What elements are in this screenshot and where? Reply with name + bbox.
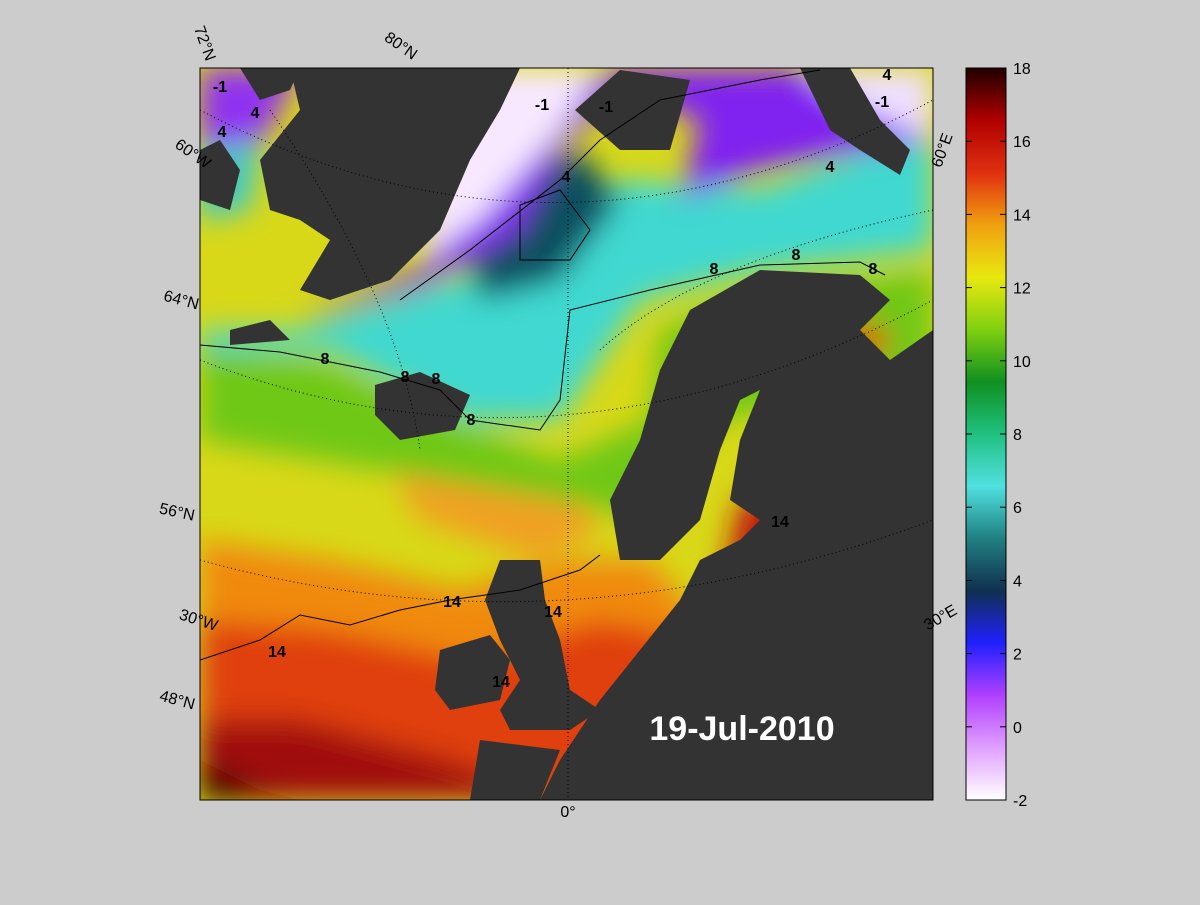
colorbar-tick-label: 2 <box>1013 647 1022 664</box>
colorbar-tick-label: 18 <box>1013 61 1031 78</box>
contour-label: 14 <box>771 514 789 531</box>
colorbar-tick-label: 14 <box>1013 207 1031 224</box>
contour-label: -1 <box>599 99 613 116</box>
contour-label: 4 <box>218 124 227 141</box>
map: 19-Jul-2010 -1 -1 -1 -1 4 4 4 4 4 8 8 8 8 8 8 8 14 14 14 14… <box>200 67 933 800</box>
map-frame <box>199 67 934 801</box>
contour-label: 4 <box>883 67 892 84</box>
colorbar-tick-label: 12 <box>1013 281 1031 298</box>
colorbar-tick-label: 6 <box>1013 500 1022 517</box>
grid-label: 72°N <box>190 24 218 63</box>
contour-label: 4 <box>562 169 571 186</box>
contour-label: 8 <box>321 351 330 368</box>
grid-label: 64°N <box>162 288 201 314</box>
contour-label: 8 <box>432 371 441 388</box>
colorbar-tick-label: 8 <box>1013 427 1022 444</box>
contour-label: 14 <box>268 644 286 661</box>
grid-label: 48°N <box>158 688 197 714</box>
contour-label: -1 <box>535 97 549 114</box>
grid-label: 0° <box>560 804 575 821</box>
graticule <box>200 68 933 800</box>
contour-label: -1 <box>213 79 227 96</box>
contour-label: 14 <box>544 604 562 621</box>
colorbar-tick-label: 16 <box>1013 134 1031 151</box>
contour-label: 14 <box>492 674 510 691</box>
contour-label: 4 <box>826 159 835 176</box>
contour-label: 4 <box>251 105 260 122</box>
colorbar-tick-label: 10 <box>1013 354 1031 371</box>
contour-label: 14 <box>443 594 461 611</box>
contour-label: 8 <box>869 261 878 278</box>
contour-label: 8 <box>467 412 476 429</box>
grid-label: 56°N <box>158 501 197 525</box>
contour-label: 8 <box>710 261 719 278</box>
contour-label: 8 <box>792 247 801 264</box>
colorbar-tick-label: 0 <box>1013 720 1022 737</box>
colorbar-tick-label: 4 <box>1013 573 1022 590</box>
colorbar-tick-label: -2 <box>1013 793 1027 810</box>
grid-label: 80°N <box>381 29 420 63</box>
contour-label: -1 <box>875 94 889 111</box>
contour-label: 8 <box>401 369 410 386</box>
contours <box>200 69 886 661</box>
date-label: 19-Jul-2010 <box>649 710 834 748</box>
land <box>200 68 933 800</box>
